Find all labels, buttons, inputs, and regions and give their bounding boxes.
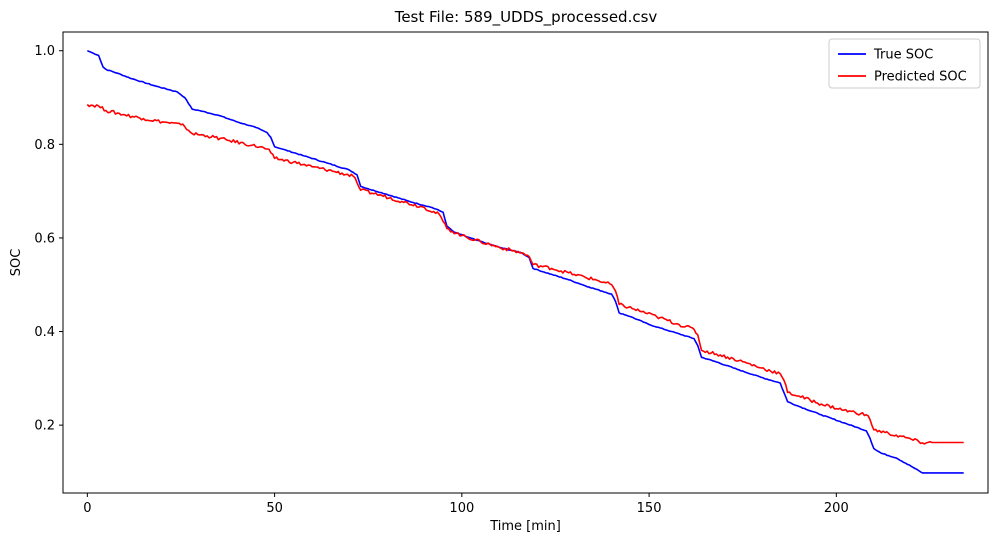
y-tick-label: 1.0 xyxy=(34,44,55,59)
legend-label: Predicted SOC xyxy=(874,70,967,85)
y-tick-label: 0.2 xyxy=(34,419,55,434)
y-tick-label: 0.4 xyxy=(34,325,55,340)
x-tick-label: 200 xyxy=(824,501,849,516)
series-line-predicted-soc xyxy=(86,103,964,445)
plot-area xyxy=(86,49,964,474)
x-axis: 0 50 100 150 200 xyxy=(83,493,849,516)
y-tick-label: 0.8 xyxy=(34,138,55,153)
y-tick-label: 0.6 xyxy=(34,231,55,246)
x-tick-label: 50 xyxy=(266,501,283,516)
plot-frame xyxy=(62,31,989,494)
legend-label: True SOC xyxy=(873,48,933,63)
x-axis-label: Time [min] xyxy=(489,519,561,534)
y-axis-label: SOC xyxy=(9,249,24,277)
x-tick-label: 150 xyxy=(637,501,662,516)
x-tick-label: 100 xyxy=(449,501,474,516)
y-axis: 0.2 0.4 0.6 0.8 1.0 xyxy=(34,44,63,434)
legend: True SOC Predicted SOC xyxy=(828,38,981,89)
chart-title: Test File: 589_UDDS_processed.csv xyxy=(394,8,658,27)
legend-box xyxy=(828,38,981,89)
x-tick-label: 0 xyxy=(83,501,91,516)
